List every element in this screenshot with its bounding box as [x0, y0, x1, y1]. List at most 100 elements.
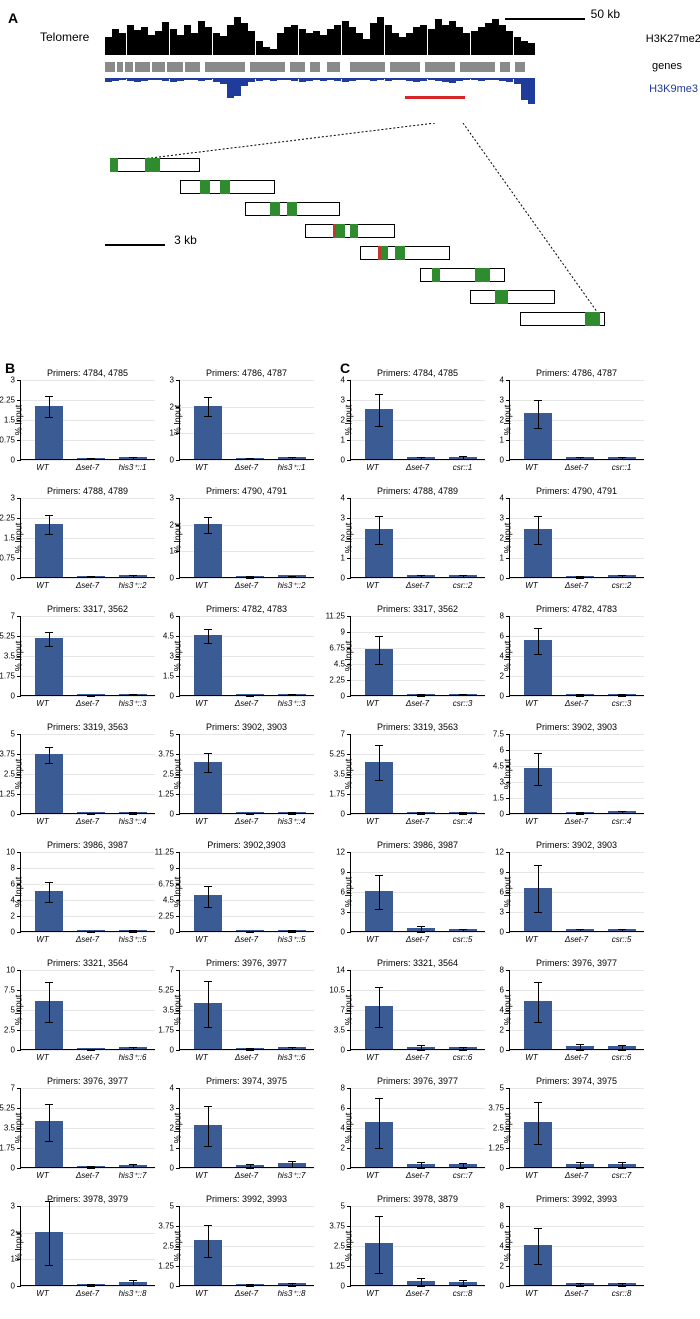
chart-area: % Input03.5710.514 — [350, 970, 485, 1050]
chip-chart: Primers: 4786, 4787% Input01234WTΔset-7c… — [509, 368, 644, 468]
x-axis-labels: WTΔset-7his3⁺::7 — [179, 1171, 314, 1180]
chart-title: Primers: 3902, 3903 — [509, 840, 644, 850]
x-axis-labels: WTΔset-7csr::2 — [509, 581, 644, 590]
chip-chart: Primers: 3321, 3564% Input02.557.510WTΔs… — [20, 958, 155, 1058]
x-axis-labels: WTΔset-7csr::3 — [350, 699, 485, 708]
chart-area: % Input0123 — [179, 380, 314, 460]
x-axis-labels: WTΔset-7his3⁺::3 — [179, 699, 314, 708]
x-axis-labels: WTΔset-7his3⁺::2 — [179, 581, 314, 590]
chart-title: Primers: 3319, 3563 — [20, 722, 155, 732]
chart-title: Primers: 4782, 4783 — [509, 604, 644, 614]
chart-area: % Input01.252.53.755 — [179, 734, 314, 814]
chip-chart: Primers: 3317, 3562% Input01.753.55.257W… — [20, 604, 155, 704]
chart-area: % Input02468 — [509, 616, 644, 696]
chart-title: Primers: 4784, 4785 — [350, 368, 485, 378]
chart-area: % Input01.753.55.257 — [20, 616, 155, 696]
chip-chart: Primers: 3992, 3993% Input01.252.53.755W… — [179, 1194, 314, 1294]
chart-title: Primers: 3992, 3993 — [509, 1194, 644, 1204]
chip-chart: Primers: 3902, 3903% Input01.534.567.5WT… — [509, 722, 644, 822]
x-axis-labels: WTΔset-7his3⁺::5 — [179, 935, 314, 944]
chip-chart: Primers: 3976, 3977% Input01.753.55.257W… — [179, 958, 314, 1058]
bar — [194, 635, 222, 695]
chip-chart: Primers: 3902,3903% Input02.254.56.75911… — [179, 840, 314, 940]
x-axis-labels: WTΔset-7csr::1 — [350, 463, 485, 472]
telomere-label: Telomere — [40, 30, 89, 44]
construct-5 — [360, 246, 450, 260]
x-axis-labels: WTΔset-7his3⁺::4 — [179, 817, 314, 826]
chip-chart: Primers: 4790, 4791% Input01234WTΔset-7c… — [509, 486, 644, 586]
x-axis-labels: WTΔset-7csr::2 — [350, 581, 485, 590]
chip-chart: Primers: 3317, 3562% Input02.254.56.7591… — [350, 604, 485, 704]
chip-chart: Primers: 4782, 4783% Input02468WTΔset-7c… — [509, 604, 644, 704]
x-axis-labels: WTΔset-7csr::8 — [350, 1289, 485, 1298]
x-axis-labels: WTΔset-7his3⁺::4 — [20, 817, 155, 826]
chip-chart: Primers: 4786, 4787% Input0123WTΔset-7hi… — [179, 368, 314, 468]
h3k9-track — [105, 78, 535, 108]
genes-track — [105, 60, 535, 74]
chart-area: % Input02.557.510 — [20, 970, 155, 1050]
chart-area: % Input01.753.55.257 — [350, 734, 485, 814]
red-region-bar — [405, 96, 465, 99]
chip-chart: Primers: 4784, 4785% Input00.751.52.253W… — [20, 368, 155, 468]
chip-chart: Primers: 3974, 3975% Input01234WTΔset-7h… — [179, 1076, 314, 1176]
x-axis-labels: WTΔset-7csr::1 — [509, 463, 644, 472]
x-axis-labels: WTΔset-7his3⁺::5 — [20, 935, 155, 944]
chart-title: Primers: 3902, 3903 — [509, 722, 644, 732]
x-axis-labels: WTΔset-7csr::6 — [509, 1053, 644, 1062]
chart-title: Primers: 4786, 4787 — [509, 368, 644, 378]
x-axis-labels: WTΔset-7csr::8 — [509, 1289, 644, 1298]
chip-chart: Primers: 3902, 3903% Input01.252.53.755W… — [179, 722, 314, 822]
chart-title: Primers: 3317, 3562 — [20, 604, 155, 614]
chart-title: Primers: 3976, 3977 — [179, 958, 314, 968]
h3k9-label: H3K9me3 — [649, 83, 698, 95]
chart-title: Primers: 4790, 4791 — [179, 486, 314, 496]
x-axis-labels: WTΔset-7csr::5 — [509, 935, 644, 944]
x-axis-labels: WTΔset-7his3⁺::6 — [20, 1053, 155, 1062]
chip-chart: Primers: 3976, 3977% Input01.753.55.257W… — [20, 1076, 155, 1176]
chart-area: % Input01.753.55.257 — [20, 1088, 155, 1168]
x-axis-labels: WTΔset-7csr::3 — [509, 699, 644, 708]
x-axis-labels: WTΔset-7his3⁺::8 — [179, 1289, 314, 1298]
genes-label: genes — [652, 60, 682, 72]
chip-chart: Primers: 4788, 4789% Input01234WTΔset-7c… — [350, 486, 485, 586]
chart-area: % Input01.252.53.755 — [350, 1206, 485, 1286]
chart-area: % Input01.252.53.755 — [20, 734, 155, 814]
chart-area: % Input036912 — [509, 852, 644, 932]
chart-area: % Input02468 — [350, 1088, 485, 1168]
x-axis-labels: WTΔset-7his3⁺::8 — [20, 1289, 155, 1298]
panel-c-label: C — [340, 360, 350, 376]
chip-chart: Primers: 3902, 3903% Input036912WTΔset-7… — [509, 840, 644, 940]
chip-chart: Primers: 3978, 3879% Input01.252.53.755W… — [350, 1194, 485, 1294]
chart-title: Primers: 3321, 3564 — [20, 958, 155, 968]
x-axis-labels: WTΔset-7his3⁺::6 — [179, 1053, 314, 1062]
x-axis-labels: WTΔset-7his3⁺::3 — [20, 699, 155, 708]
h3k27-track — [105, 15, 535, 55]
panel-b-label: B — [5, 360, 15, 376]
chart-area: % Input036912 — [350, 852, 485, 932]
chart-title: Primers: 4784, 4785 — [20, 368, 155, 378]
construct-3 — [245, 202, 340, 216]
x-axis-labels: WTΔset-7his3⁺::1 — [20, 463, 155, 472]
chart-title: Primers: 3976, 3977 — [20, 1076, 155, 1086]
chart-title: Primers: 4788, 4789 — [20, 486, 155, 496]
construct-8 — [520, 312, 605, 326]
zoom-region: 3 kb — [50, 123, 650, 343]
chart-area: % Input01.753.55.257 — [179, 970, 314, 1050]
chip-chart: Primers: 3992, 3993% Input02468WTΔset-7c… — [509, 1194, 644, 1294]
x-axis-labels: WTΔset-7csr::5 — [350, 935, 485, 944]
chart-area: % Input02.254.56.75911.25 — [350, 616, 485, 696]
chart-area: % Input01234 — [509, 498, 644, 578]
chip-chart: Primers: 3319, 3563% Input01.753.55.257W… — [350, 722, 485, 822]
chart-title: Primers: 3902,3903 — [179, 840, 314, 850]
x-axis-labels: WTΔset-7csr::7 — [509, 1171, 644, 1180]
chart-title: Primers: 4782, 4783 — [179, 604, 314, 614]
chart-title: Primers: 3986, 3987 — [20, 840, 155, 850]
chip-chart: Primers: 3974, 3975% Input01.252.53.755W… — [509, 1076, 644, 1176]
chart-title: Primers: 3976, 3977 — [509, 958, 644, 968]
chart-area: % Input0246810 — [20, 852, 155, 932]
scalebar-3kb: 3 kb — [105, 233, 197, 249]
x-axis-labels: WTΔset-7his3⁺::1 — [179, 463, 314, 472]
x-axis-labels: WTΔset-7csr::4 — [350, 817, 485, 826]
chart-area: % Input02468 — [509, 1206, 644, 1286]
construct-7 — [470, 290, 555, 304]
